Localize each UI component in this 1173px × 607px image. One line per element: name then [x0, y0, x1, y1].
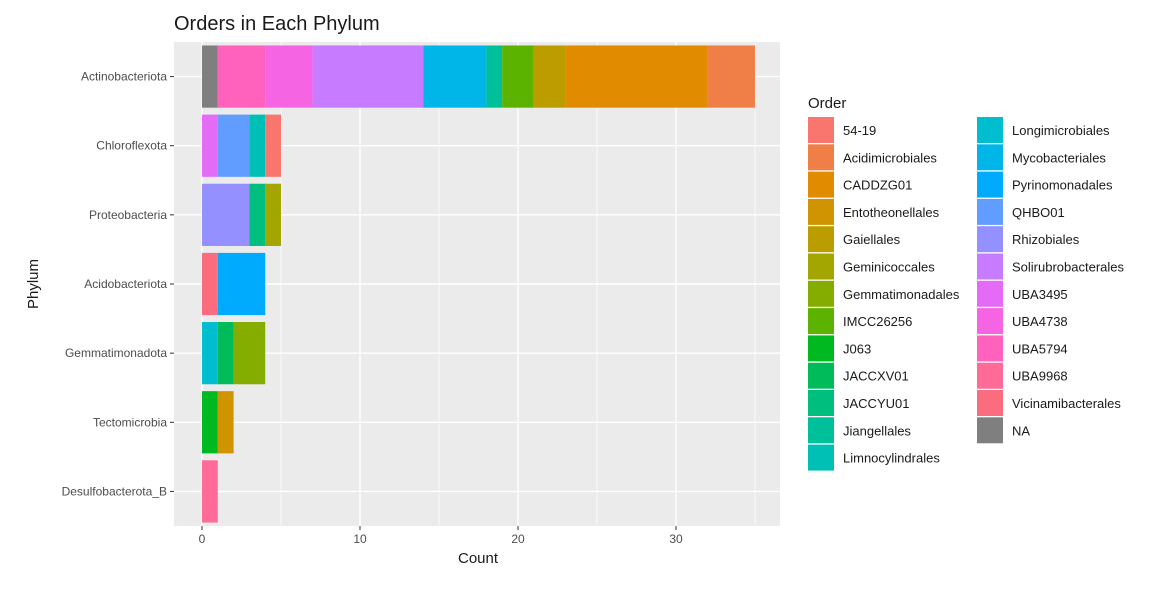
bar-segment-actinobacteriota-uba5794	[217, 45, 266, 108]
chart-title: Orders in Each Phylum	[174, 13, 380, 35]
legend-swatch-qhbo01	[977, 198, 1003, 225]
legend-label-gemmatimonadales: Gemmatimonadales	[843, 287, 960, 302]
legend-title: Order	[808, 95, 846, 112]
y-tick-label: Tectomicrobia	[93, 415, 167, 429]
bar-segment-chloroflexota-54-19	[265, 114, 281, 177]
legend-swatch-geminicoccales	[808, 253, 834, 280]
bar-segment-actinobacteriota-acidimicrobiales	[707, 45, 755, 108]
legend-label-uba4738: UBA4738	[1012, 314, 1068, 329]
legend-label-j063: J063	[843, 341, 871, 356]
bar-segment-proteobacteria-rhizobiales	[202, 183, 250, 246]
legend-swatch-mycobacteriales	[977, 144, 1003, 171]
bar-segment-actinobacteriota-na	[202, 45, 218, 108]
bar-segment-chloroflexota-uba3495	[202, 114, 218, 177]
bar-segment-actinobacteriota-imcc26256	[502, 45, 534, 108]
x-axis-title: Count	[458, 550, 499, 567]
legend-label-acidimicrobiales: Acidimicrobiales	[843, 150, 937, 165]
bar-segment-actinobacteriota-gaiellales	[533, 45, 566, 108]
x-tick-label: 20	[511, 532, 525, 546]
legend-label-jaccyu01: JACCYU01	[843, 396, 909, 411]
legend-label-jiangellales: Jiangellales	[843, 423, 911, 438]
x-axis: 0 10 20 30	[199, 526, 683, 546]
legend-swatch-vicinamibacterales	[977, 390, 1003, 416]
x-tick-label: 30	[669, 532, 683, 546]
bar-segment-actinobacteriota-mycobacteriales	[423, 45, 487, 108]
legend-label-uba9968: UBA9968	[1012, 369, 1068, 384]
legend-swatch-na	[977, 417, 1003, 444]
legend-swatch-longimicrobiales	[977, 117, 1003, 143]
legend-swatch-uba9968	[977, 362, 1003, 389]
legend-label-longimicrobiales: Longimicrobiales	[1012, 123, 1110, 138]
y-tick-label: Acidobacteriota	[84, 277, 167, 291]
bar-segment-chloroflexota-qhbo01	[217, 114, 250, 177]
legend-label-mycobacteriales: Mycobacteriales	[1012, 150, 1106, 165]
bar-segment-proteobacteria-geminicoccales	[265, 183, 281, 246]
legend: Order 54-19 Acidimicrobiales CADDZG01 Entot…	[808, 95, 1125, 471]
legend-label-geminicoccales: Geminicoccales	[843, 260, 935, 275]
legend-label-limnocylindrales: Limnocylindrales	[843, 451, 940, 466]
bar-segment-proteobacteria-jaccyu01	[249, 183, 266, 246]
legend-label-caddzg01: CADDZG01	[843, 178, 912, 193]
legend-swatch-limnocylindrales	[808, 444, 834, 471]
bar-segment-desulfobacterota-b-uba9968	[202, 460, 218, 523]
legend-label-jaccxv01: JACCXV01	[843, 369, 909, 384]
bar-segment-actinobacteriota-solirubrobacterales	[312, 45, 424, 108]
legend-label-entotheonellales: Entotheonellales	[843, 205, 940, 220]
legend-label-pyrinomonadales: Pyrinomonadales	[1012, 178, 1113, 193]
bar-segment-actinobacteriota-uba4738	[265, 45, 313, 108]
bar-segment-actinobacteriota-jiangellales	[486, 45, 503, 108]
legend-swatch-entotheonellales	[808, 198, 834, 225]
bar-segment-tectomicrobia-entotheonellales	[217, 391, 234, 454]
bar-segment-acidobacteriota-pyrinomonadales	[217, 252, 266, 316]
legend-swatch-uba5794	[977, 335, 1003, 362]
bar-segment-acidobacteriota-vicinamibacterales	[202, 252, 218, 316]
bar-segment-chloroflexota-limnocylindrales	[249, 114, 266, 177]
legend-label-vicinamibacterales: Vicinamibacterales	[1012, 396, 1121, 411]
legend-label-na: NA	[1012, 423, 1030, 438]
legend-swatch-gemmatimonadales	[808, 280, 834, 307]
legend-label-solirubrobacterales: Solirubrobacterales	[1012, 260, 1125, 275]
y-axis-title: Phylum	[25, 259, 42, 309]
bar-segment-tectomicrobia-j063	[202, 391, 218, 454]
legend-label-rhizobiales: Rhizobiales	[1012, 232, 1080, 247]
legend-label-54-19: 54-19	[843, 123, 876, 138]
y-tick-label: Desulfobacterota_B	[62, 484, 167, 498]
y-tick-label: Proteobacteria	[89, 208, 167, 222]
y-axis: Actinobacteriota Chloroflexota Proteobacte…	[62, 70, 174, 498]
legend-label-uba3495: UBA3495	[1012, 287, 1068, 302]
legend-swatch-jiangellales	[808, 417, 834, 444]
legend-label-gaiellales: Gaiellales	[843, 232, 901, 247]
x-tick-label: 10	[353, 532, 367, 546]
legend-label-uba5794: UBA5794	[1012, 341, 1068, 356]
bars-layer	[202, 45, 755, 523]
legend-swatch-uba3495	[977, 280, 1003, 307]
legend-swatch-jaccyu01	[808, 390, 834, 416]
bar-segment-gemmatimonadota-jaccxv01	[217, 322, 234, 385]
legend-swatch-acidimicrobiales	[808, 144, 834, 171]
legend-swatch-caddzg01	[808, 171, 834, 198]
bar-segment-gemmatimonadota-longimicrobiales	[202, 322, 218, 385]
y-tick-label: Chloroflexota	[96, 139, 167, 153]
legend-swatch-solirubrobacterales	[977, 253, 1003, 280]
legend-swatch-j063	[808, 335, 834, 362]
legend-swatch-gaiellales	[808, 226, 834, 253]
legend-swatch-jaccxv01	[808, 362, 834, 389]
legend-label-qhbo01: QHBO01	[1012, 205, 1065, 220]
y-tick-label: Gemmatimonadota	[65, 346, 167, 360]
legend-label-imcc26256: IMCC26256	[843, 314, 912, 329]
bar-segment-actinobacteriota-caddzg01	[565, 45, 708, 108]
legend-swatch-rhizobiales	[977, 226, 1003, 253]
legend-swatch-54-19	[808, 117, 834, 143]
bar-segment-gemmatimonadota-gemmatimonadales	[233, 322, 266, 385]
legend-swatch-pyrinomonadales	[977, 171, 1003, 198]
x-tick-label: 0	[199, 532, 206, 546]
y-tick-label: Actinobacteriota	[81, 70, 167, 84]
legend-swatch-imcc26256	[808, 308, 834, 335]
legend-swatch-uba4738	[977, 308, 1003, 335]
